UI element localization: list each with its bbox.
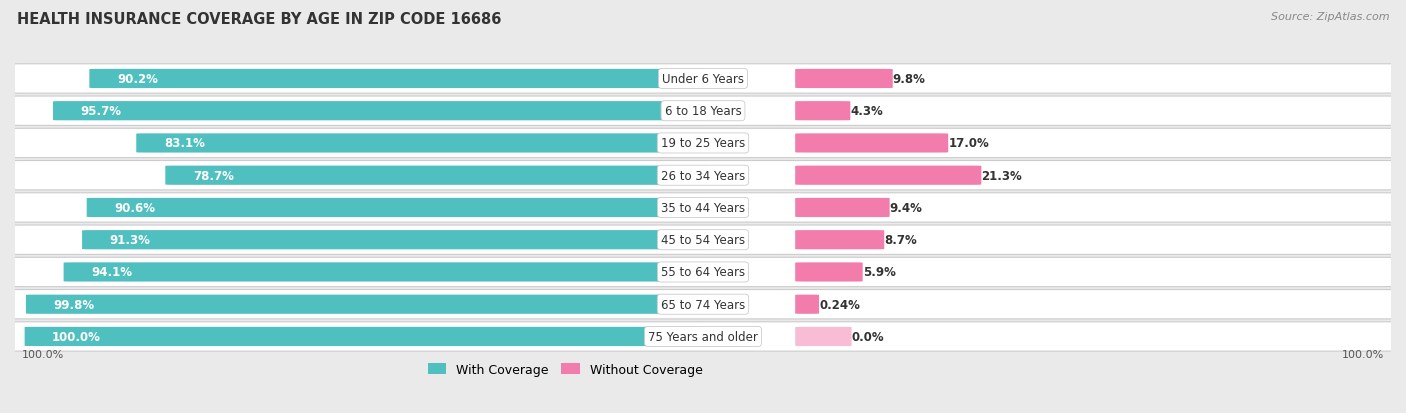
FancyBboxPatch shape — [796, 263, 863, 282]
FancyBboxPatch shape — [1, 129, 1405, 158]
FancyBboxPatch shape — [1, 225, 1405, 255]
Text: 8.7%: 8.7% — [884, 234, 917, 247]
Text: 5.9%: 5.9% — [863, 266, 896, 279]
Text: 99.8%: 99.8% — [53, 298, 94, 311]
Text: 17.0%: 17.0% — [948, 137, 988, 150]
FancyBboxPatch shape — [90, 70, 707, 89]
Text: 26 to 34 Years: 26 to 34 Years — [661, 169, 745, 182]
Text: 83.1%: 83.1% — [163, 137, 205, 150]
Legend: With Coverage, Without Coverage: With Coverage, Without Coverage — [423, 358, 709, 381]
FancyBboxPatch shape — [796, 134, 948, 153]
Text: 90.2%: 90.2% — [117, 73, 157, 86]
FancyBboxPatch shape — [166, 166, 707, 185]
FancyBboxPatch shape — [796, 102, 851, 121]
FancyBboxPatch shape — [796, 166, 981, 185]
FancyBboxPatch shape — [63, 263, 707, 282]
FancyBboxPatch shape — [1, 161, 1405, 190]
Text: 94.1%: 94.1% — [91, 266, 132, 279]
Text: 6 to 18 Years: 6 to 18 Years — [665, 105, 741, 118]
FancyBboxPatch shape — [82, 230, 707, 250]
FancyBboxPatch shape — [1, 290, 1405, 319]
Text: 78.7%: 78.7% — [193, 169, 233, 182]
FancyBboxPatch shape — [25, 327, 707, 346]
Text: 55 to 64 Years: 55 to 64 Years — [661, 266, 745, 279]
Text: 95.7%: 95.7% — [80, 105, 121, 118]
Text: 35 to 44 Years: 35 to 44 Years — [661, 202, 745, 214]
FancyBboxPatch shape — [796, 327, 852, 346]
FancyBboxPatch shape — [1, 258, 1405, 287]
FancyBboxPatch shape — [25, 295, 707, 314]
Text: Under 6 Years: Under 6 Years — [662, 73, 744, 86]
Text: 100.0%: 100.0% — [1341, 349, 1384, 359]
Text: 65 to 74 Years: 65 to 74 Years — [661, 298, 745, 311]
FancyBboxPatch shape — [53, 102, 707, 121]
Text: 4.3%: 4.3% — [851, 105, 883, 118]
Text: 90.6%: 90.6% — [114, 202, 155, 214]
FancyBboxPatch shape — [796, 230, 884, 250]
Text: 100.0%: 100.0% — [22, 349, 65, 359]
FancyBboxPatch shape — [87, 198, 707, 218]
FancyBboxPatch shape — [796, 70, 893, 89]
FancyBboxPatch shape — [1, 322, 1405, 351]
Text: 45 to 54 Years: 45 to 54 Years — [661, 234, 745, 247]
FancyBboxPatch shape — [796, 198, 890, 218]
Text: 75 Years and older: 75 Years and older — [648, 330, 758, 343]
Text: 19 to 25 Years: 19 to 25 Years — [661, 137, 745, 150]
Text: Source: ZipAtlas.com: Source: ZipAtlas.com — [1271, 12, 1389, 22]
FancyBboxPatch shape — [1, 64, 1405, 94]
Text: 9.4%: 9.4% — [890, 202, 922, 214]
Text: 100.0%: 100.0% — [52, 330, 101, 343]
FancyBboxPatch shape — [1, 193, 1405, 223]
Text: HEALTH INSURANCE COVERAGE BY AGE IN ZIP CODE 16686: HEALTH INSURANCE COVERAGE BY AGE IN ZIP … — [17, 12, 502, 27]
FancyBboxPatch shape — [136, 134, 707, 153]
FancyBboxPatch shape — [796, 295, 820, 314]
Text: 21.3%: 21.3% — [981, 169, 1022, 182]
Text: 9.8%: 9.8% — [893, 73, 925, 86]
Text: 0.24%: 0.24% — [820, 298, 860, 311]
Text: 0.0%: 0.0% — [852, 330, 884, 343]
Text: 91.3%: 91.3% — [110, 234, 150, 247]
FancyBboxPatch shape — [1, 97, 1405, 126]
